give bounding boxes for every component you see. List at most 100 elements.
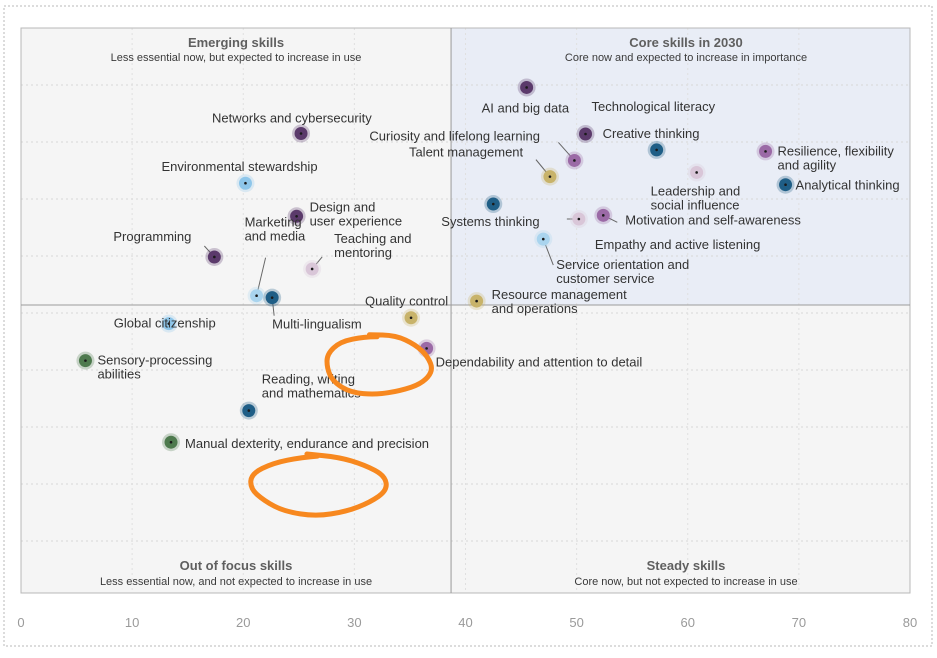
point-label-line: Global citizenship: [114, 316, 216, 331]
point-label-line: Technological literacy: [592, 99, 716, 114]
x-tick-label: 0: [17, 615, 24, 630]
point-center-creative-thinking: [655, 148, 658, 152]
point-center-environmental-stewardship: [244, 181, 247, 185]
point-center-multi-lingualism: [270, 296, 274, 299]
point-center-programming: [213, 255, 216, 259]
leader-line-marketing-and-media: [256, 257, 267, 296]
point-label-line: and agility: [778, 157, 837, 172]
core-quadrant-background: [451, 28, 910, 305]
point-label-line: Resilience, flexibility: [778, 143, 895, 158]
x-tick-label: 50: [569, 615, 583, 630]
point-center-service-orientation-and-customer-service: [541, 237, 545, 241]
point-label-curiosity-and-lifelong-learning: Curiosity and lifelong learning: [369, 128, 540, 143]
point-center-ai-and-big-data: [525, 86, 528, 89]
quadrant-title-top-right: Core skills in 2030: [629, 35, 742, 50]
point-label-multi-lingualism: Multi-lingualism: [272, 317, 362, 332]
point-label-empathy-and-active-listening: Empathy and active listening: [595, 237, 760, 252]
quadrant-title-bottom-right: Steady skills: [647, 558, 726, 573]
point-label-resource-management-and-operations: Resource management and operations: [492, 287, 628, 316]
x-tick-label: 30: [347, 615, 361, 630]
point-label-creative-thinking: Creative thinking: [603, 126, 700, 141]
point-label-marketing-and-media: Marketing and media: [245, 215, 306, 244]
point-label-line: Marketing: [245, 215, 302, 230]
point-label-resilience-flexibility-and-agility: Resilience, flexibility and agility: [778, 143, 895, 172]
point-label-programming: Programming: [113, 229, 191, 244]
point-label-environmental-stewardship: Environmental stewardship: [161, 159, 317, 174]
point-label-line: social influence: [651, 197, 740, 212]
quadrant-subtitle-bottom-right: Core now, but not expected to increase i…: [574, 576, 797, 588]
point-label-teaching-and-mentoring: Teaching and mentoring: [334, 231, 411, 260]
point-center-resilience-flexibility-and-agility: [764, 150, 767, 153]
point-label-line: Quality control: [365, 294, 448, 309]
point-center-empathy-and-active-listening: [577, 217, 581, 221]
point-label-sensory-processing-abilities: Sensory-processing abilities: [97, 353, 212, 382]
x-tick-label: 60: [681, 615, 695, 630]
point-label-line: and operations: [492, 301, 579, 316]
quadrant-title-bottom-left: Out of focus skills: [180, 558, 293, 573]
point-label-line: user experience: [310, 213, 403, 228]
point-label-line: Networks and cybersecurity: [212, 111, 372, 126]
point-label-line: Curiosity and lifelong learning: [369, 128, 540, 143]
x-tick-label: 40: [458, 615, 472, 630]
point-label-line: Service orientation and: [556, 257, 689, 272]
point-label-line: Programming: [113, 229, 191, 244]
point-label-ai-and-big-data: AI and big data: [482, 100, 570, 115]
point-label-line: Empathy and active listening: [595, 237, 760, 252]
highlight-reading-writing-and-mathematics: [248, 451, 389, 518]
quadrant-subtitle-top-left: Less essential now, but expected to incr…: [111, 52, 362, 64]
point-label-line: mentoring: [334, 245, 392, 260]
point-label-design-and-user-experience: Design and user experience: [310, 199, 403, 228]
quadrant-subtitle-top-right: Core now and expected to increase in imp…: [565, 52, 807, 64]
point-center-analytical-thinking: [784, 183, 787, 187]
point-label-line: abilities: [97, 367, 141, 382]
point-center-sensory-processing-abilities: [84, 359, 87, 362]
highlight-teaching-and-mentoring: [324, 332, 434, 397]
point-label-line: customer service: [556, 271, 654, 286]
plot-border: [20, 27, 911, 594]
x-tick-label: 20: [236, 615, 250, 630]
quadrant-title-top-left: Emerging skills: [188, 35, 284, 50]
point-label-line: Multi-lingualism: [272, 317, 362, 332]
point-center-marketing-and-media: [255, 294, 258, 297]
point-center-teaching-and-mentoring: [310, 267, 314, 271]
point-label-global-citizenship: Global citizenship: [114, 316, 216, 331]
point-center-technological-literacy: [584, 132, 587, 136]
point-center-networks-and-cybersecurity: [299, 132, 303, 135]
point-label-systems-thinking: Systems thinking: [441, 214, 539, 229]
point-label-line: Dependability and attention to detail: [436, 354, 643, 369]
point-label-line: and media: [245, 229, 306, 244]
point-label-line: Motivation and self-awareness: [625, 212, 801, 227]
point-label-line: Sensory-processing: [97, 353, 212, 368]
point-label-technological-literacy: Technological literacy: [592, 99, 716, 114]
image-frame: [3, 5, 933, 647]
point-label-motivation-and-self-awareness: Motivation and self-awareness: [625, 212, 801, 227]
point-center-design-and-user-experience: [295, 215, 298, 218]
point-center-motivation-and-self-awareness: [601, 214, 605, 217]
point-label-dependability-and-attention-to-detail: Dependability and attention to detail: [436, 354, 643, 369]
point-label-line: Manual dexterity, endurance and precisio…: [185, 436, 429, 451]
point-center-quality-control: [409, 316, 413, 320]
point-center-manual-dexterity-endurance-and-precision: [169, 440, 173, 444]
point-label-line: and mathematics: [262, 386, 361, 401]
x-tick-label: 10: [125, 615, 139, 630]
point-label-line: Talent management: [409, 145, 524, 160]
point-center-resource-management-and-operations: [475, 299, 478, 303]
point-center-global-citizenship: [167, 322, 171, 325]
point-center-dependability-and-attention-to-detail: [425, 347, 428, 350]
point-center-curiosity-and-lifelong-learning: [573, 159, 576, 162]
quadrant-subtitle-bottom-left: Less essential now, and not expected to …: [100, 576, 372, 588]
point-label-reading-writing-and-mathematics: Reading, writing and mathematics: [262, 372, 361, 401]
point-center-talent-management: [548, 175, 552, 178]
point-center-reading-writing-and-mathematics: [247, 409, 251, 412]
point-label-line: Resource management: [492, 287, 628, 302]
point-label-talent-management: Talent management: [409, 145, 524, 160]
point-label-analytical-thinking: Analytical thinking: [796, 178, 900, 193]
point-label-line: Environmental stewardship: [161, 159, 317, 174]
x-tick-label: 80: [903, 615, 917, 630]
point-center-systems-thinking: [491, 202, 495, 206]
point-label-line: Creative thinking: [603, 126, 700, 141]
point-label-line: Leadership and: [651, 183, 741, 198]
point-label-manual-dexterity-endurance-and-precision: Manual dexterity, endurance and precisio…: [185, 436, 429, 451]
